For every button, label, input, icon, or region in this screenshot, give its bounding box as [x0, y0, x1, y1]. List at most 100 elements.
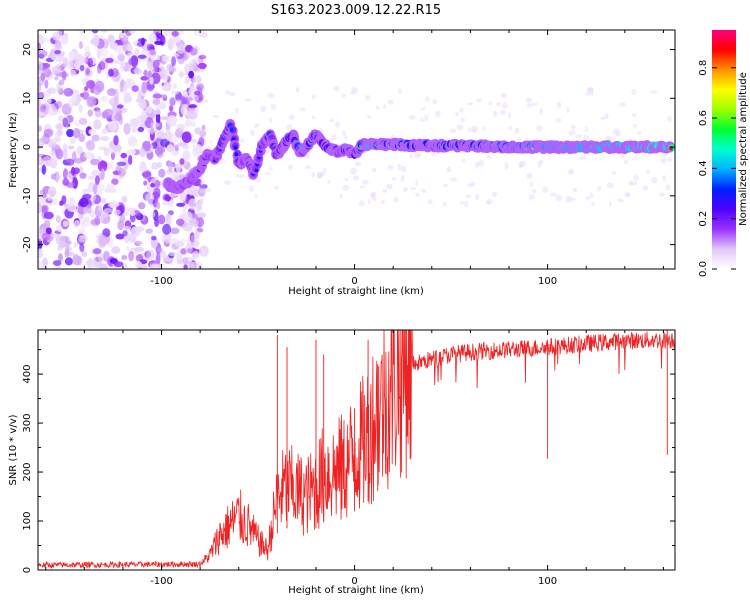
heatmap-cell	[199, 188, 207, 194]
heatmap-cell	[54, 76, 59, 81]
heatmap-cell	[149, 201, 154, 207]
heatmap-cell	[122, 230, 128, 237]
heatmap-cell	[111, 178, 119, 186]
heatmap-cell	[98, 263, 108, 269]
heatmap-cell	[323, 167, 327, 173]
snr-x-axis-label: Height of straight line (km)	[288, 585, 424, 596]
heatmap-cell	[168, 251, 178, 257]
heatmap-cell	[45, 227, 52, 235]
heatmap-cell	[119, 81, 124, 93]
heatmap-cell	[212, 114, 220, 118]
heatmap-cell	[187, 111, 198, 120]
heatmap-cell	[169, 97, 176, 106]
heatmap-cell	[150, 211, 156, 218]
heatmap-cell	[97, 204, 103, 212]
heatmap-cell	[203, 99, 209, 104]
heatmap-cell	[420, 117, 425, 123]
heatmap-cell	[518, 161, 524, 169]
heatmap-cell	[342, 130, 346, 136]
colorbar-tick-label: 0.0	[698, 261, 709, 277]
heatmap-cell	[166, 63, 173, 72]
heatmap-cell	[90, 158, 100, 166]
heatmap-cell	[667, 115, 672, 122]
heatmap-cell	[128, 154, 133, 165]
heatmap-cell	[123, 262, 128, 269]
heatmap-cell	[350, 167, 357, 175]
heatmap-cell	[168, 160, 173, 173]
heatmap-cell	[255, 123, 260, 128]
heatmap-cell	[43, 97, 52, 104]
heatmap-cell	[117, 220, 125, 231]
heatmap-cell	[342, 184, 349, 191]
heatmap-cell	[370, 191, 377, 198]
heatmap-cell	[51, 109, 61, 116]
heatmap-cell	[116, 104, 124, 109]
heatmap-cell	[311, 115, 316, 120]
heatmap-cell	[57, 253, 63, 262]
heatmap-cell	[41, 164, 46, 175]
heatmap-cell	[86, 204, 92, 214]
heatmap-cell	[128, 58, 133, 65]
heatmap-cell	[79, 30, 85, 35]
y-tick-label: 20	[22, 43, 33, 56]
heatmap-cell	[254, 194, 258, 199]
heatmap-cell	[92, 248, 102, 255]
heatmap-cell	[109, 88, 115, 93]
heatmap-cell	[167, 38, 174, 51]
heatmap-cell	[224, 90, 231, 95]
heatmap-cell	[54, 40, 62, 53]
heatmap-cell	[171, 55, 176, 67]
heatmap-cell	[141, 81, 148, 94]
heatmap-cell	[113, 174, 119, 179]
heatmap-cell	[152, 99, 161, 106]
colorbar-tick-label: 0.6	[698, 110, 709, 126]
heatmap-cell	[623, 159, 628, 164]
heatmap-cell	[174, 241, 185, 247]
heatmap-cell	[136, 240, 144, 246]
heatmap-cell	[40, 72, 46, 81]
heatmap-cell	[358, 200, 365, 207]
heatmap-cell	[187, 257, 193, 263]
heatmap-cell	[56, 123, 64, 131]
heatmap-cell	[62, 148, 68, 160]
heatmap-cell	[87, 57, 94, 68]
heatmap-cell	[371, 196, 378, 201]
heatmap-cell	[171, 30, 179, 37]
heatmap-cell	[311, 94, 316, 100]
heatmap-cell	[134, 47, 140, 56]
heatmap-cell	[175, 99, 182, 104]
heatmap-cell	[541, 186, 549, 193]
heatmap-cell	[167, 118, 177, 127]
heatmap-cell	[61, 69, 67, 81]
heatmap-cell	[44, 79, 49, 89]
heatmap-cell	[114, 59, 121, 65]
heatmap-cell	[156, 247, 163, 253]
heatmap-cell	[665, 184, 671, 191]
heatmap-cell	[125, 80, 136, 88]
heatmap-cell	[155, 55, 161, 61]
heatmap-cell	[626, 193, 631, 198]
heatmap-cell	[495, 101, 502, 107]
y-tick-label: 400	[22, 365, 33, 384]
heatmap-cell	[98, 146, 107, 151]
heatmap-cell	[612, 171, 616, 175]
heatmap-cell	[114, 113, 122, 122]
heatmap-cell	[131, 85, 139, 92]
y-tick-label: -20	[22, 236, 33, 252]
heatmap-cell	[42, 156, 52, 165]
heatmap-cell	[382, 104, 387, 109]
heatmap-cell	[137, 126, 145, 133]
heatmap-cell	[661, 174, 667, 182]
heatmap-cell	[69, 137, 76, 145]
heatmap-cell	[154, 218, 159, 228]
heatmap-cell	[38, 202, 43, 214]
heatmap-cell	[250, 129, 255, 137]
heatmap-cell	[38, 156, 43, 165]
heatmap-cell	[46, 87, 57, 94]
heatmap-cell	[190, 261, 196, 269]
heatmap-cell	[591, 202, 595, 207]
heatmap-cell	[199, 31, 209, 38]
heatmap-cell	[386, 183, 393, 190]
heatmap-cell	[93, 119, 102, 130]
